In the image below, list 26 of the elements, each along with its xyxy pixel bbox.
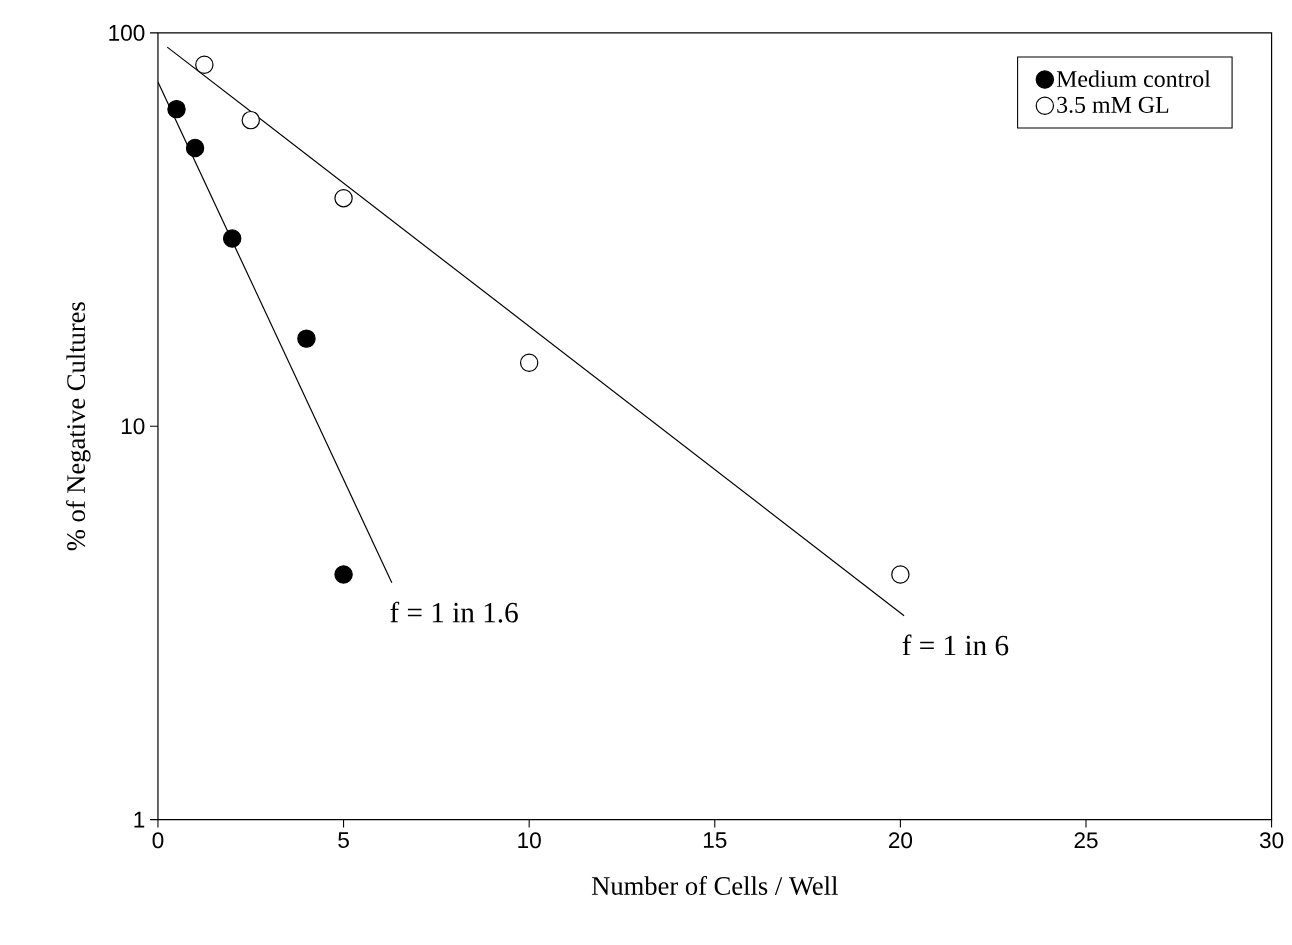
point bbox=[519, 353, 539, 373]
point bbox=[334, 565, 353, 584]
y-tick-label: 100 bbox=[109, 25, 145, 42]
x-tick-label: 25 bbox=[1074, 832, 1098, 849]
x-tick-label: 0 bbox=[152, 832, 164, 849]
point bbox=[195, 55, 214, 75]
annotation: f = 1 in 6 bbox=[902, 634, 1009, 656]
point bbox=[334, 189, 353, 208]
x-tick-label: 15 bbox=[703, 832, 727, 849]
x-tick-label: 30 bbox=[1259, 832, 1284, 849]
point bbox=[891, 565, 910, 584]
x-tick-label: 5 bbox=[338, 832, 349, 849]
legend-label: Medium control bbox=[1056, 70, 1211, 88]
annotation: f = 1 in 1.6 bbox=[390, 601, 518, 623]
x-tick-label: 20 bbox=[888, 832, 913, 849]
y-axis-title: % of Negative Cultures bbox=[66, 302, 91, 551]
x-tick-label: 10 bbox=[518, 832, 541, 849]
point bbox=[222, 229, 242, 248]
point bbox=[185, 138, 205, 158]
y-tick-label: 1 bbox=[134, 811, 145, 828]
x-axis-title: Number of Cells / Well bbox=[591, 876, 838, 896]
point bbox=[241, 111, 260, 130]
y-tick-label: 10 bbox=[121, 418, 145, 435]
legend-label: 3.5 mM GL bbox=[1057, 96, 1169, 114]
point bbox=[167, 100, 186, 119]
point bbox=[297, 329, 316, 349]
